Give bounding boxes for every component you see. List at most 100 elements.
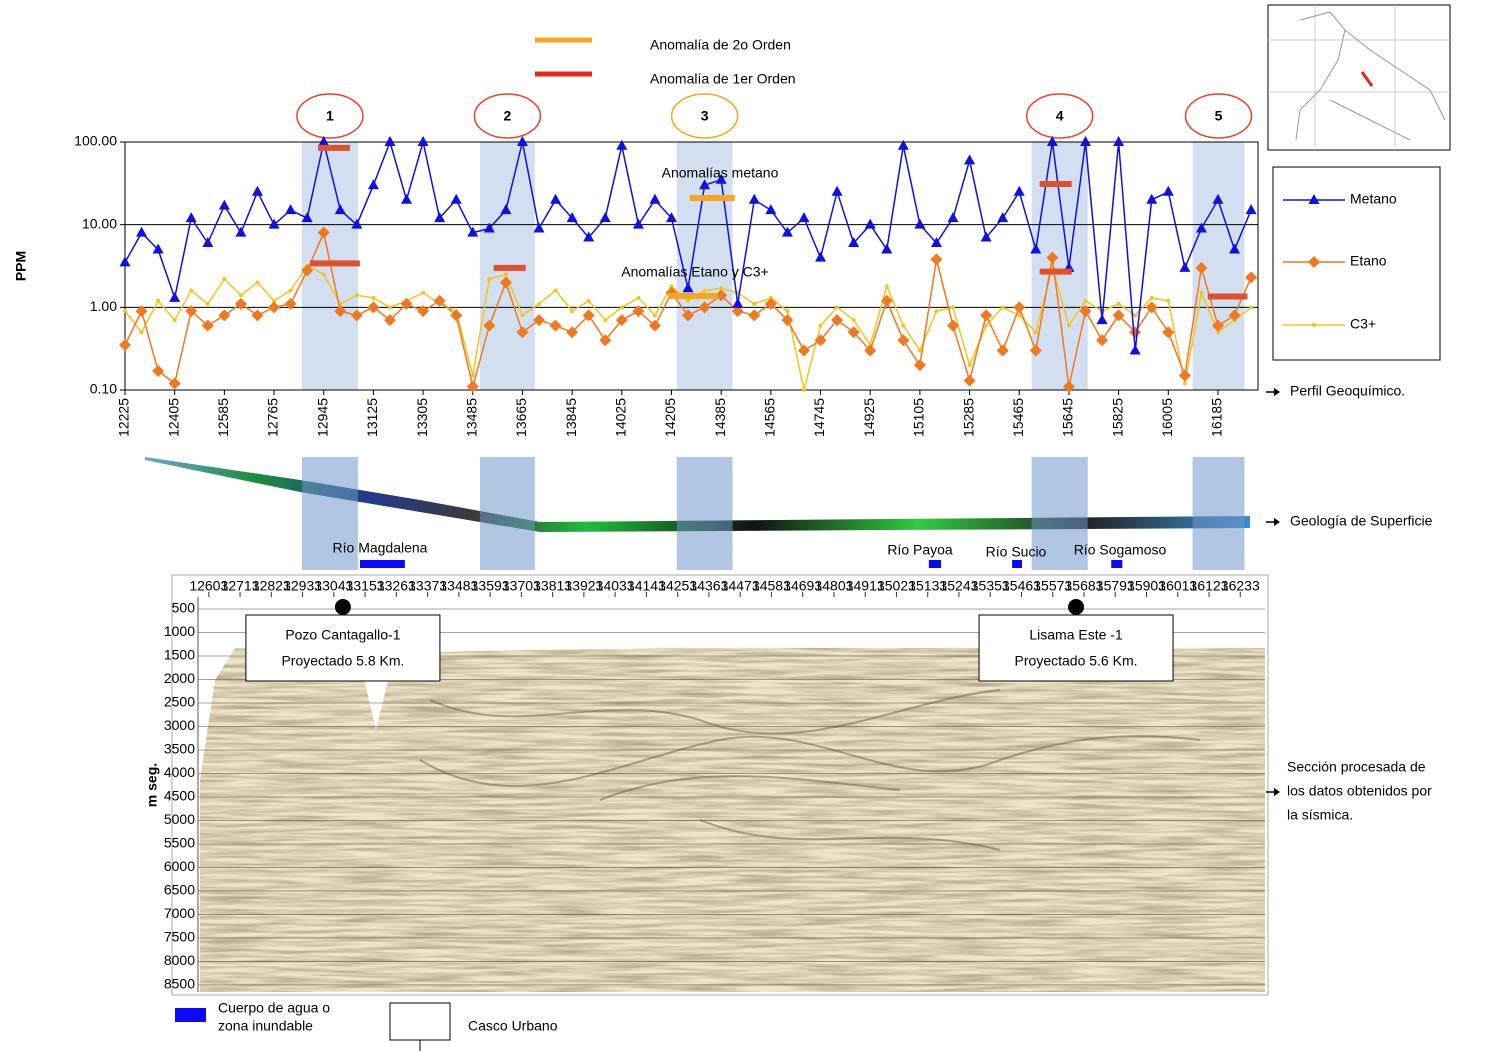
x-tick-label: 15353 xyxy=(971,578,1010,594)
x-tick-label: 15645 xyxy=(1060,398,1076,437)
y-tick-label: 3500 xyxy=(164,741,195,757)
y-tick-label: 7500 xyxy=(164,929,195,945)
data-point xyxy=(984,323,989,328)
seismic-frame xyxy=(171,574,1269,996)
data-point xyxy=(119,339,131,352)
x-tick-label: 12823 xyxy=(252,578,291,594)
data-point xyxy=(334,204,346,215)
river-label: Río Sucio xyxy=(986,544,1047,560)
data-point xyxy=(354,293,359,298)
river-label: Río Payoa xyxy=(887,542,953,558)
data-point xyxy=(980,231,992,242)
x-tick-label: 14745 xyxy=(811,398,827,437)
data-point xyxy=(1083,298,1088,303)
x-tick-label: 15903 xyxy=(1127,578,1166,594)
data-point xyxy=(831,185,843,196)
data-point xyxy=(864,344,877,357)
data-point xyxy=(218,199,230,210)
data-point xyxy=(1017,313,1022,318)
x-tick-label: 13125 xyxy=(364,398,380,437)
band-circle xyxy=(1025,93,1094,139)
data-point xyxy=(499,276,512,289)
data-point xyxy=(503,272,508,277)
x-tick-label: 12933 xyxy=(283,578,322,594)
data-point xyxy=(516,136,528,146)
y-tick-label: 8500 xyxy=(164,976,195,992)
x-tick-label: 14033 xyxy=(596,578,635,594)
urban-symbol xyxy=(389,1002,451,1041)
data-point xyxy=(913,359,926,372)
data-point xyxy=(400,297,413,310)
anomaly-band xyxy=(1031,142,1088,390)
data-point xyxy=(136,226,148,237)
data-point xyxy=(168,377,181,390)
data-point xyxy=(715,289,728,302)
x-tick-label: 13665 xyxy=(513,398,529,437)
x-tick-label: 12225 xyxy=(116,398,132,437)
data-point xyxy=(288,288,293,293)
data-point xyxy=(699,179,711,190)
river-marker xyxy=(928,560,942,568)
x-tick-label: 13593 xyxy=(471,578,510,594)
x-tick-label: 15793 xyxy=(1096,578,1135,594)
y-tick-label: 1.00 xyxy=(90,298,117,314)
data-point xyxy=(235,226,247,237)
data-point xyxy=(603,318,608,323)
data-point xyxy=(268,218,280,229)
data-point xyxy=(881,243,893,254)
data-point xyxy=(648,319,661,332)
side-label: Geología de Superficie xyxy=(1290,513,1433,529)
data-point xyxy=(1013,185,1025,196)
data-point xyxy=(201,319,214,332)
x-tick-label: 15023 xyxy=(877,578,916,594)
x-tick-label: 16005 xyxy=(1159,398,1175,437)
data-point xyxy=(616,139,628,150)
x-tick-label: 13305 xyxy=(414,398,430,437)
data-point xyxy=(285,204,297,215)
band-circle xyxy=(670,93,739,139)
data-point xyxy=(417,305,430,318)
band-label: 1 xyxy=(326,108,334,124)
x-tick-label: 12713 xyxy=(221,578,260,594)
x-tick-label: 13703 xyxy=(502,578,541,594)
side-label: la sísmica. xyxy=(1287,807,1353,823)
data-point xyxy=(682,309,695,322)
data-point xyxy=(801,388,806,392)
x-tick-label: 15683 xyxy=(1065,578,1104,594)
y-tick-label: 6500 xyxy=(164,882,195,898)
data-point xyxy=(467,226,479,237)
data-point xyxy=(632,218,644,229)
band-circle xyxy=(1184,93,1253,139)
data-point xyxy=(1133,313,1138,318)
data-point xyxy=(818,323,823,328)
x-tick-label: 15825 xyxy=(1109,398,1125,437)
well-note: Proyectado 5.8 Km. xyxy=(281,653,404,669)
data-point xyxy=(500,204,512,215)
legend-box xyxy=(1272,166,1441,361)
band-label: 4 xyxy=(1056,108,1064,124)
x-tick-label: 12603 xyxy=(189,578,228,594)
anomaly-band-geology xyxy=(1192,457,1245,570)
data-point xyxy=(996,344,1009,357)
anomaly-band-geology xyxy=(676,457,733,570)
annotation: Anomalías metano xyxy=(662,165,779,181)
data-point xyxy=(1033,330,1038,335)
data-point xyxy=(1079,305,1092,318)
data-point xyxy=(238,293,243,298)
data-point xyxy=(351,218,363,229)
data-point xyxy=(1145,301,1158,314)
data-point xyxy=(172,318,177,323)
side-label: Sección procesada de xyxy=(1287,759,1426,775)
data-point xyxy=(686,298,691,303)
data-point xyxy=(537,301,542,306)
data-point xyxy=(636,295,641,300)
x-tick-label: 13813 xyxy=(533,578,572,594)
data-point xyxy=(1212,193,1224,204)
data-point xyxy=(1066,323,1071,328)
legend-label: Etano xyxy=(1350,253,1387,269)
data-point xyxy=(139,330,144,335)
data-point xyxy=(632,305,645,318)
x-tick-label: 13923 xyxy=(564,578,603,594)
y-tick-label: 2500 xyxy=(164,694,195,710)
data-point xyxy=(914,218,926,229)
